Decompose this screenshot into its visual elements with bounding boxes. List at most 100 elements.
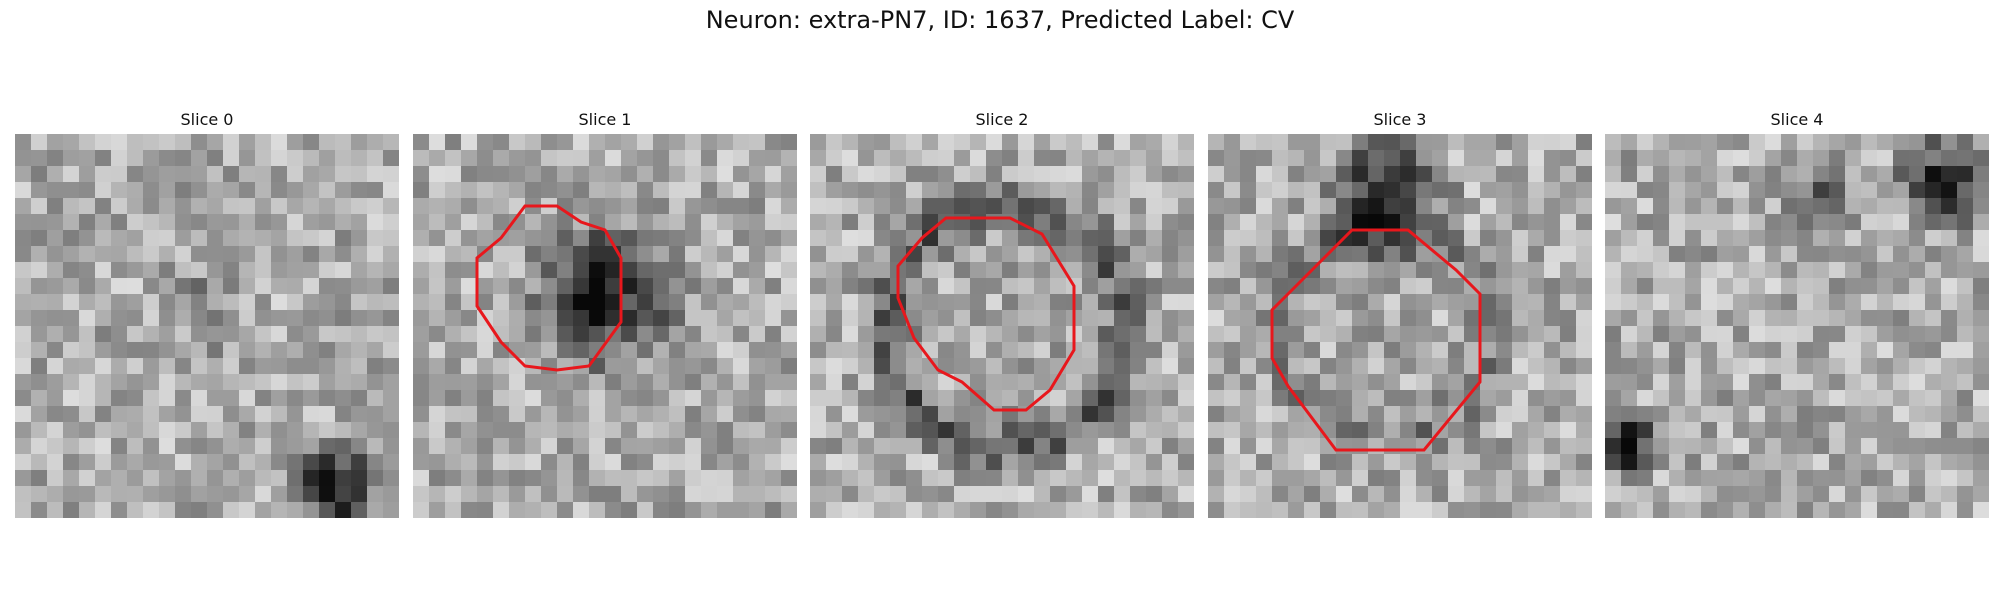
pixel [906, 214, 923, 231]
pixel [1941, 182, 1958, 199]
pixel [1717, 246, 1734, 263]
pixel [477, 166, 494, 183]
pixel [1208, 454, 1225, 471]
pixel [1272, 486, 1289, 503]
pixel [1512, 390, 1529, 407]
pixel [1448, 422, 1465, 439]
pixel [970, 438, 987, 455]
pixel [1178, 198, 1194, 215]
pixel [1576, 390, 1592, 407]
pixel [938, 134, 955, 151]
pixel [15, 486, 32, 503]
pixel [509, 486, 526, 503]
pixel [351, 310, 368, 327]
pixel [970, 470, 987, 487]
pixel [1304, 406, 1321, 423]
pixel [351, 214, 368, 231]
pixel [509, 390, 526, 407]
pixel [461, 486, 478, 503]
pixel [1512, 342, 1529, 359]
pixel [159, 374, 176, 391]
pixel [1240, 294, 1257, 311]
pixel [31, 470, 48, 487]
pixel [701, 342, 718, 359]
pixel [1685, 470, 1702, 487]
pixel [1288, 502, 1305, 518]
pixel [1050, 390, 1067, 407]
pixel [413, 214, 430, 231]
pixel [1973, 246, 1989, 263]
pixel [1544, 150, 1561, 167]
pixel [749, 502, 766, 518]
pixel [1066, 198, 1083, 215]
pixel [890, 390, 907, 407]
pixel [1925, 438, 1942, 455]
pixel [669, 246, 686, 263]
pixel [1685, 310, 1702, 327]
pixel [95, 246, 112, 263]
pixel [271, 278, 288, 295]
pixel [1416, 470, 1433, 487]
pixel [1781, 502, 1798, 518]
pixel [1797, 454, 1814, 471]
pixel [557, 422, 574, 439]
pixel [1368, 454, 1385, 471]
pixel [749, 230, 766, 247]
pixel [79, 198, 96, 215]
pixel [922, 454, 939, 471]
pixel [1544, 262, 1561, 279]
pixel [1669, 454, 1686, 471]
pixel [749, 310, 766, 327]
pixel [319, 454, 336, 471]
pixel [1781, 246, 1798, 263]
pixel [1797, 422, 1814, 439]
pixel [986, 294, 1003, 311]
pixel [1320, 454, 1337, 471]
pixel [1528, 166, 1545, 183]
pixel [303, 454, 320, 471]
pixel [669, 198, 686, 215]
pixel [733, 150, 750, 167]
pixel [79, 454, 96, 471]
pixel [1034, 182, 1051, 199]
pixel [1320, 406, 1337, 423]
pixel [461, 214, 478, 231]
pixel [1797, 262, 1814, 279]
pixel [1018, 390, 1035, 407]
pixel [1717, 438, 1734, 455]
pixel [1208, 246, 1225, 263]
pixel [461, 502, 478, 518]
pixel [1304, 326, 1321, 343]
pixel [1717, 342, 1734, 359]
pixel [1178, 134, 1194, 151]
pixel [1829, 470, 1846, 487]
pixel [1877, 358, 1894, 375]
pixel [1560, 150, 1577, 167]
pixel [15, 246, 32, 263]
pixel [810, 150, 827, 167]
pixel [1544, 454, 1561, 471]
pixel [1829, 246, 1846, 263]
pixel [765, 214, 782, 231]
pixel [1178, 358, 1194, 375]
pixel [938, 454, 955, 471]
pixel [922, 134, 939, 151]
pixel [1050, 486, 1067, 503]
pixel [874, 262, 891, 279]
pixel [733, 358, 750, 375]
pixel [669, 134, 686, 151]
pixel [79, 342, 96, 359]
pixel [733, 262, 750, 279]
pixel [1861, 278, 1878, 295]
pixel [1146, 150, 1163, 167]
pixel [1018, 502, 1035, 518]
pixel [1813, 326, 1830, 343]
pixel [1384, 166, 1401, 183]
pixel [31, 310, 48, 327]
pixel [1669, 294, 1686, 311]
pixel [1050, 342, 1067, 359]
pixel [1320, 182, 1337, 199]
pixel [954, 406, 971, 423]
pixel [589, 326, 606, 343]
pixel [557, 150, 574, 167]
